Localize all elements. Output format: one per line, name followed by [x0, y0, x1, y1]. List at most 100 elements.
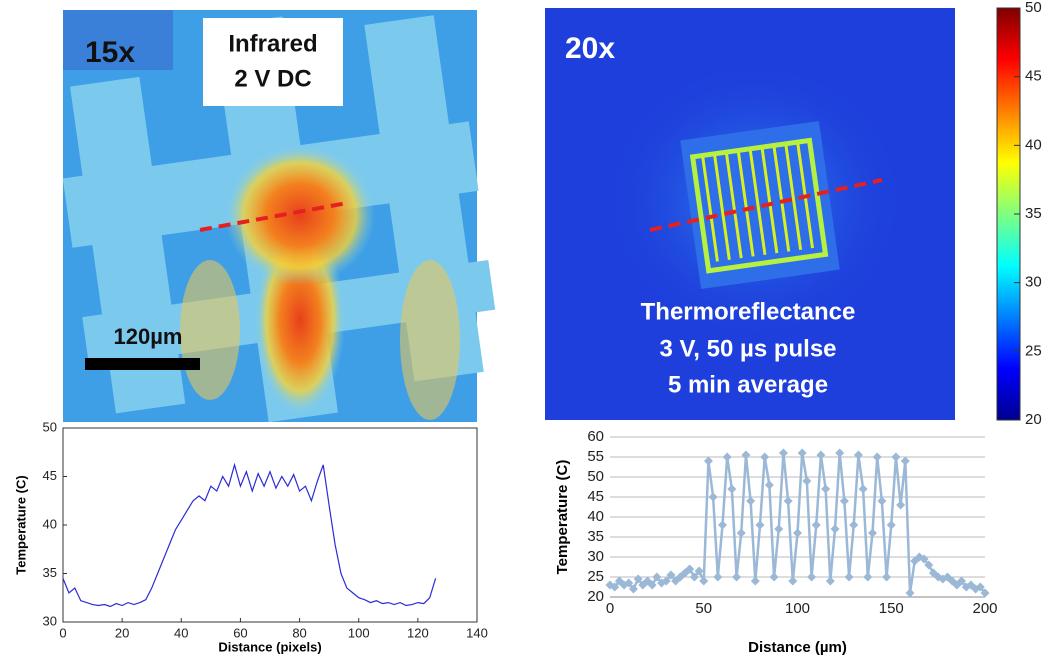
data-point: [830, 524, 840, 534]
data-point: [755, 520, 765, 530]
data-point: [732, 572, 742, 582]
data-point: [760, 452, 770, 462]
y-tick-label: 45: [587, 488, 604, 505]
image-label: Infrared: [228, 30, 317, 57]
data-point: [713, 572, 723, 582]
data-point: [628, 584, 638, 594]
data-point: [764, 480, 774, 490]
image-label: 2 V DC: [234, 65, 311, 92]
thermoreflectance-image: 20x Thermoreflectance 3 V, 50 µs pulse 5…: [545, 8, 955, 420]
y-tick-label: 30: [43, 613, 57, 628]
x-tick-label: 60: [233, 625, 247, 640]
data-point: [685, 564, 695, 574]
y-tick-label: 35: [43, 565, 57, 580]
y-tick-label: 30: [587, 548, 604, 565]
x-tick-label: 140: [466, 625, 488, 640]
image-label: 5 min average: [668, 371, 828, 398]
data-point: [783, 496, 793, 506]
data-point: [727, 484, 737, 494]
data-line: [62, 462, 437, 608]
magnification: 20x: [565, 32, 615, 65]
colorbar-tick-label: 35: [1025, 205, 1042, 222]
data-point: [741, 450, 751, 460]
data-point: [788, 576, 798, 586]
data-point: [722, 452, 732, 462]
data-point: [844, 572, 854, 582]
data-point: [778, 448, 788, 458]
data-point: [652, 572, 662, 582]
x-axis-label: Distance (µm): [748, 639, 847, 656]
x-tick-label: 50: [695, 600, 712, 617]
data-point: [647, 580, 657, 590]
data-point: [774, 524, 784, 534]
data-line: [609, 452, 986, 594]
image-label: 3 V, 50 µs pulse: [659, 335, 836, 362]
image-label: Thermoreflectance: [641, 298, 856, 325]
data-point: [610, 582, 620, 592]
colorbar-tick-label: 25: [1025, 342, 1042, 359]
scale-bar-label: 120µm: [114, 324, 183, 349]
infrared-image: 15x Infrared 2 V DC 120µm: [62, 10, 496, 423]
y-tick-label: 50: [43, 419, 57, 434]
data-point: [699, 576, 709, 586]
x-tick-label: 20: [115, 625, 129, 640]
x-tick-label: 120: [407, 625, 429, 640]
y-axis-label: Temperature (C): [13, 475, 28, 574]
data-point: [900, 456, 910, 466]
data-point: [802, 476, 812, 486]
y-axis-label: Temperature (C): [554, 460, 571, 575]
data-point: [872, 452, 882, 462]
data-point: [666, 570, 676, 580]
data-point: [769, 572, 779, 582]
x-axis-label: Distance (pixels): [218, 639, 321, 654]
y-tick-label: 40: [587, 508, 604, 525]
data-point: [868, 528, 877, 538]
data-point: [919, 554, 929, 564]
data-point: [708, 492, 718, 502]
y-tick-label: 45: [43, 468, 57, 483]
y-tick-label: 55: [587, 448, 604, 465]
data-point: [694, 566, 704, 576]
data-point: [703, 456, 713, 466]
data-point: [877, 496, 887, 506]
x-tick-label: 0: [606, 600, 614, 617]
x-tick-label: 100: [348, 625, 370, 640]
colorbar-tick-label: 20: [1025, 411, 1042, 428]
data-point: [905, 588, 915, 598]
data-point: [839, 496, 849, 506]
x-tick-label: 150: [879, 600, 904, 617]
x-tick-label: 200: [972, 600, 997, 617]
data-point: [793, 528, 802, 538]
data-point: [661, 576, 671, 586]
plot-frame: [62, 427, 478, 623]
colorbar-tick-label: 45: [1025, 68, 1042, 85]
x-tick-label: 80: [292, 625, 306, 640]
data-point: [746, 496, 756, 506]
data-point: [807, 572, 817, 582]
data-point: [736, 528, 746, 538]
data-point: [858, 484, 868, 494]
magnification: 15x: [85, 36, 135, 69]
x-tick-label: 40: [174, 625, 188, 640]
data-point: [821, 484, 831, 494]
y-tick-label: 35: [587, 528, 604, 545]
colorbar-tick-label: 30: [1025, 274, 1042, 291]
data-point: [718, 520, 727, 530]
colorbar-tick-label: 50: [1025, 0, 1042, 16]
y-tick-label: 50: [587, 468, 604, 485]
data-point: [896, 500, 906, 510]
data-point: [891, 452, 901, 462]
data-point: [980, 588, 990, 598]
data-point: [633, 574, 643, 584]
x-tick-label: 0: [59, 625, 66, 640]
data-point: [924, 560, 934, 570]
data-point: [849, 520, 859, 530]
data-point: [624, 578, 634, 588]
x-tick-label: 100: [785, 600, 810, 617]
data-point: [750, 576, 760, 586]
data-point: [816, 450, 826, 460]
data-point: [863, 572, 873, 582]
y-tick-label: 20: [587, 588, 604, 605]
data-point: [811, 520, 821, 530]
